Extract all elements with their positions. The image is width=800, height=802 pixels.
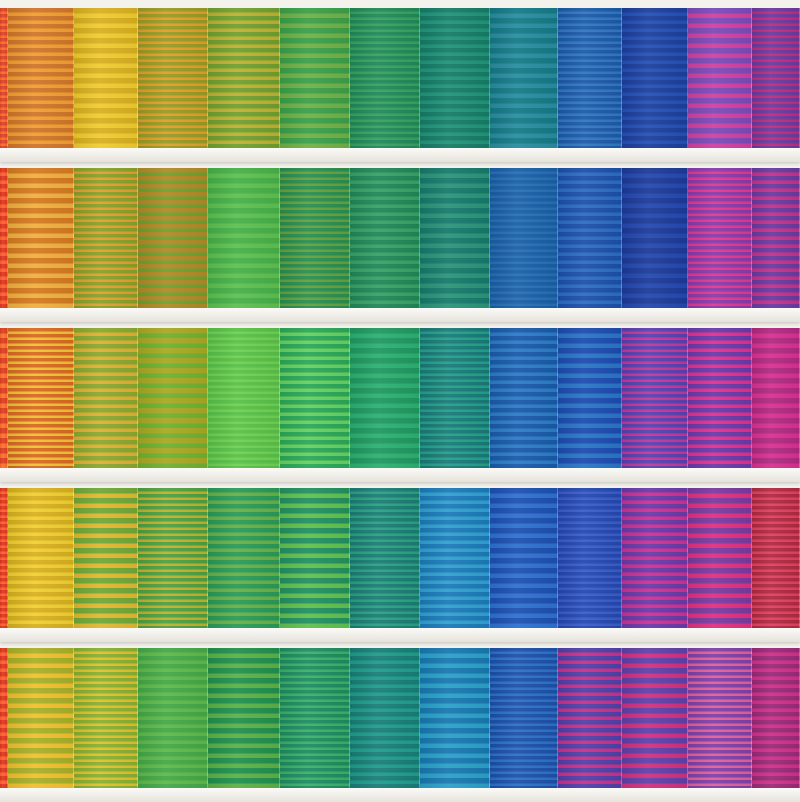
color-panel: [8, 8, 74, 148]
color-panel: [138, 488, 208, 628]
color-panel: [138, 648, 208, 788]
color-panel: [688, 8, 752, 148]
color-panel: [490, 328, 558, 468]
color-panel: [280, 328, 350, 468]
color-panel: [622, 8, 688, 148]
color-panel: [622, 488, 688, 628]
color-panel: [490, 168, 558, 308]
color-panel: [420, 168, 490, 308]
color-panel: [280, 168, 350, 308]
color-panel: [752, 648, 800, 788]
color-panel: [688, 168, 752, 308]
color-panel: [0, 168, 8, 308]
color-panel: [752, 488, 800, 628]
color-panel: [0, 648, 8, 788]
color-panel: [420, 328, 490, 468]
color-panel: [138, 328, 208, 468]
color-panel: [350, 8, 420, 148]
color-panel: [74, 328, 138, 468]
color-panel: [350, 488, 420, 628]
white-shelf-divider: [0, 308, 800, 322]
color-panel: [350, 328, 420, 468]
color-panel: [280, 8, 350, 148]
stripe-row: [0, 328, 800, 468]
color-panel: [688, 488, 752, 628]
color-panel: [74, 168, 138, 308]
color-panel: [622, 328, 688, 468]
color-panel: [558, 648, 622, 788]
color-panel: [8, 648, 74, 788]
color-panel: [752, 168, 800, 308]
white-shelf-divider: [0, 468, 800, 482]
color-panel: [688, 328, 752, 468]
color-panel: [280, 648, 350, 788]
white-shelf-divider: [0, 628, 800, 642]
color-panel: [208, 8, 280, 148]
color-panel: [350, 648, 420, 788]
color-panel: [8, 168, 74, 308]
color-panel: [420, 8, 490, 148]
color-panel: [622, 168, 688, 308]
color-panel: [74, 488, 138, 628]
stripe-row: [0, 8, 800, 148]
color-panel: [208, 328, 280, 468]
color-panel: [74, 8, 138, 148]
color-panel: [208, 168, 280, 308]
color-panel: [74, 648, 138, 788]
color-panel: [208, 488, 280, 628]
color-panel: [0, 328, 8, 468]
stripe-row: [0, 168, 800, 308]
color-panel: [208, 648, 280, 788]
color-panel: [420, 648, 490, 788]
color-panel: [558, 8, 622, 148]
color-panel: [490, 648, 558, 788]
color-panel: [138, 8, 208, 148]
color-panel: [8, 328, 74, 468]
color-panel: [558, 168, 622, 308]
color-panel: [0, 488, 8, 628]
white-shelf-divider: [0, 788, 800, 802]
color-panel: [558, 328, 622, 468]
stripe-row: [0, 488, 800, 628]
color-panel: [688, 648, 752, 788]
color-panel: [8, 488, 74, 628]
color-panel: [280, 488, 350, 628]
color-panel: [490, 488, 558, 628]
color-panel: [138, 168, 208, 308]
white-shelf-divider: [0, 148, 800, 162]
color-panel: [752, 8, 800, 148]
color-panel: [752, 328, 800, 468]
color-panel: [350, 168, 420, 308]
color-panel: [490, 8, 558, 148]
color-panel: [558, 488, 622, 628]
color-panel: [420, 488, 490, 628]
color-panel: [0, 8, 8, 148]
color-panel: [622, 648, 688, 788]
stripe-row: [0, 648, 800, 788]
